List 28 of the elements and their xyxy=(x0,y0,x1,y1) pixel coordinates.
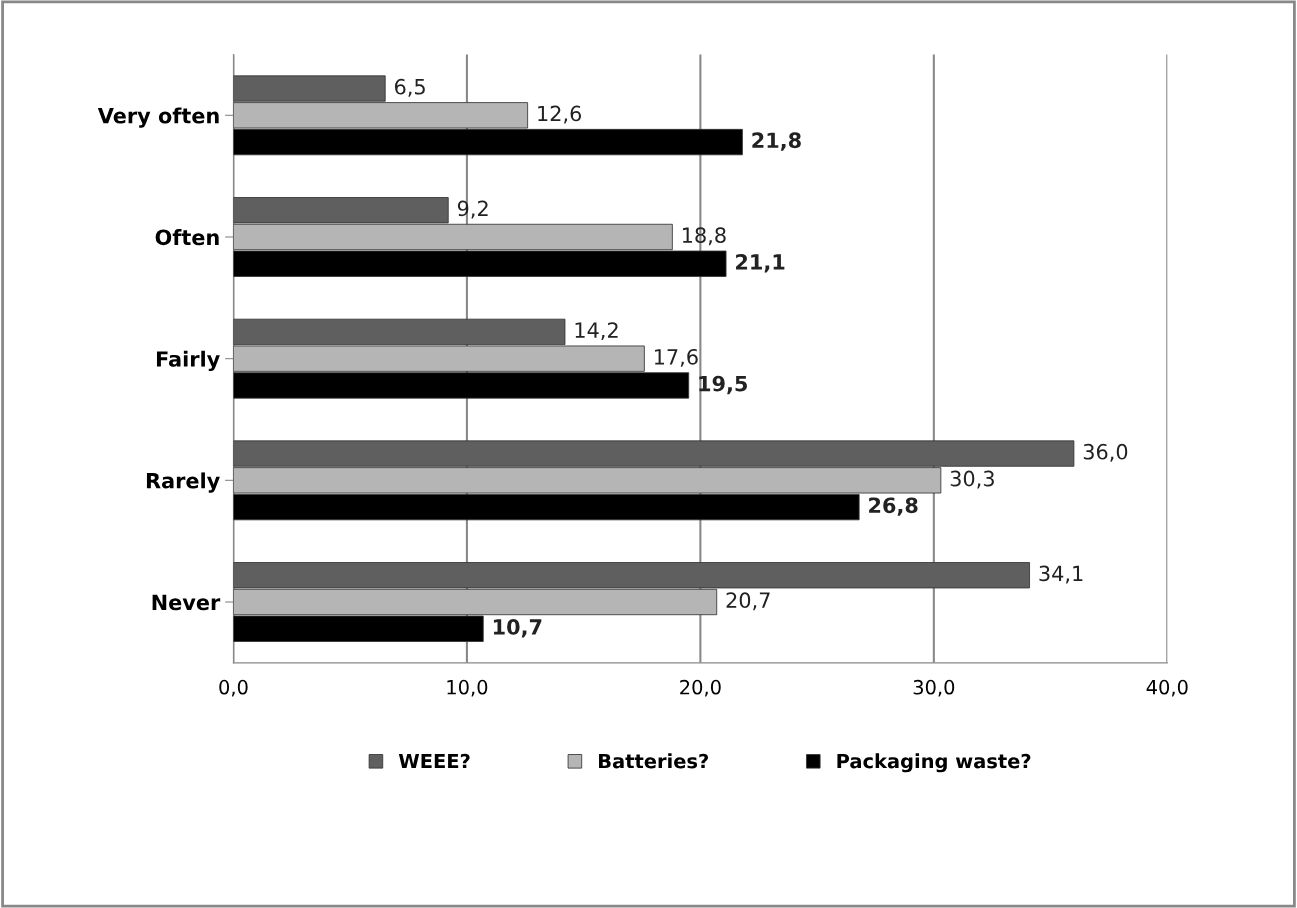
data-label: 6,5 xyxy=(395,78,425,97)
x-tick-label: 40,0 xyxy=(1146,679,1188,697)
y-tick-label: Fairly xyxy=(156,350,220,372)
data-label: 21,8 xyxy=(752,132,801,151)
y-tick-label: Often xyxy=(155,229,219,246)
x-tick-label: 10,0 xyxy=(447,679,488,697)
data-label: 14,2 xyxy=(575,322,618,341)
legend-label: Batteries? xyxy=(599,753,709,769)
data-label: 20,7 xyxy=(726,592,770,611)
data-label: 18,8 xyxy=(682,227,726,246)
data-label: 12,6 xyxy=(538,105,582,124)
x-tick-label: 30,0 xyxy=(913,679,955,697)
y-tick-label: Never xyxy=(152,594,221,611)
y-tick-label: Rarely xyxy=(146,472,220,493)
data-label: 21,1 xyxy=(736,254,785,273)
y-tick-label: Very often xyxy=(97,107,219,128)
data-label: 9,2 xyxy=(457,200,488,219)
legend-label: Packaging waste? xyxy=(837,753,1031,773)
data-label: 34,1 xyxy=(1039,565,1083,584)
data-label: 26,8 xyxy=(869,497,918,516)
data-label: 10,7 xyxy=(493,619,542,638)
data-label: 17,6 xyxy=(654,348,698,367)
data-label: 36,0 xyxy=(1083,443,1128,462)
x-tick-label: 0,0 xyxy=(219,679,248,697)
data-label: 30,3 xyxy=(950,470,994,489)
x-tick-label: 20,0 xyxy=(680,679,721,697)
data-label: 19,5 xyxy=(699,375,747,395)
legend-label: WEEE? xyxy=(398,753,470,769)
